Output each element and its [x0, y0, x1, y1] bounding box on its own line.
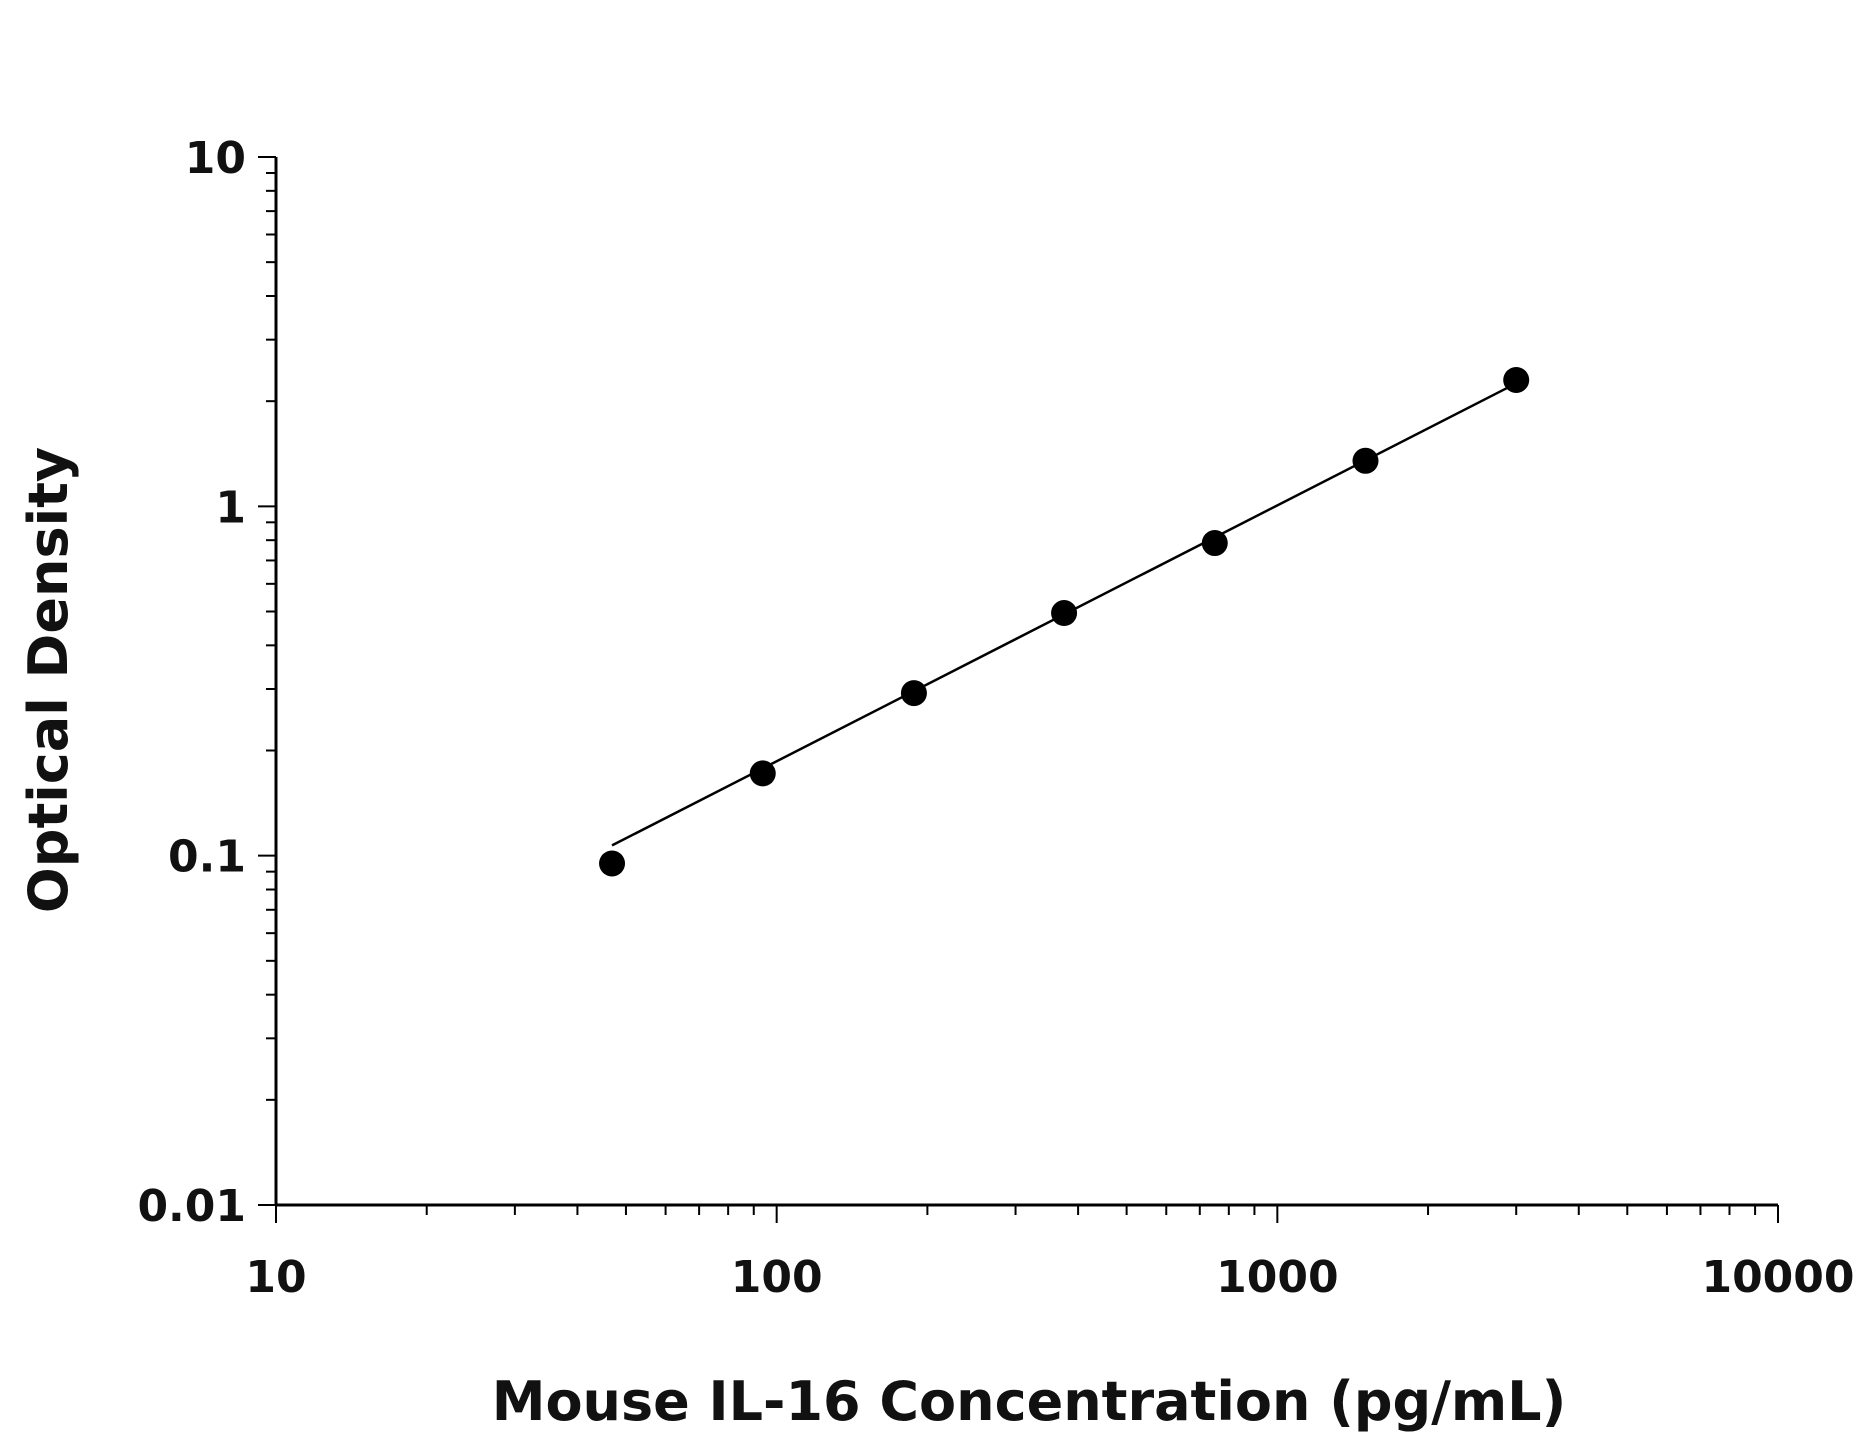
x-tick-label: 10000 — [1701, 1252, 1854, 1303]
x-tick-label: 1000 — [1216, 1252, 1338, 1303]
data-point — [901, 680, 927, 706]
data-points — [599, 367, 1529, 876]
y-tick-label: 0.01 — [137, 1181, 246, 1232]
tick-labels: 10 100 1000 10000 0.01 0.1 1 10 — [137, 133, 1854, 1303]
x-tick-label: 100 — [731, 1252, 823, 1303]
x-axis-title: Mouse IL-16 Concentration (pg/mL) — [492, 1370, 1567, 1433]
axes — [276, 157, 1778, 1205]
data-point — [1503, 367, 1529, 393]
data-point — [750, 760, 776, 786]
y-tick-label: 0.1 — [168, 832, 246, 883]
data-point — [1051, 600, 1077, 626]
data-point — [1202, 530, 1228, 556]
y-axis-title: Optical Density — [17, 447, 80, 913]
axis-ticks — [258, 157, 1778, 1223]
x-tick-label: 10 — [245, 1252, 306, 1303]
data-point — [1352, 448, 1378, 474]
data-point — [599, 850, 625, 876]
y-tick-label: 1 — [215, 482, 246, 533]
y-tick-label: 10 — [185, 133, 246, 184]
